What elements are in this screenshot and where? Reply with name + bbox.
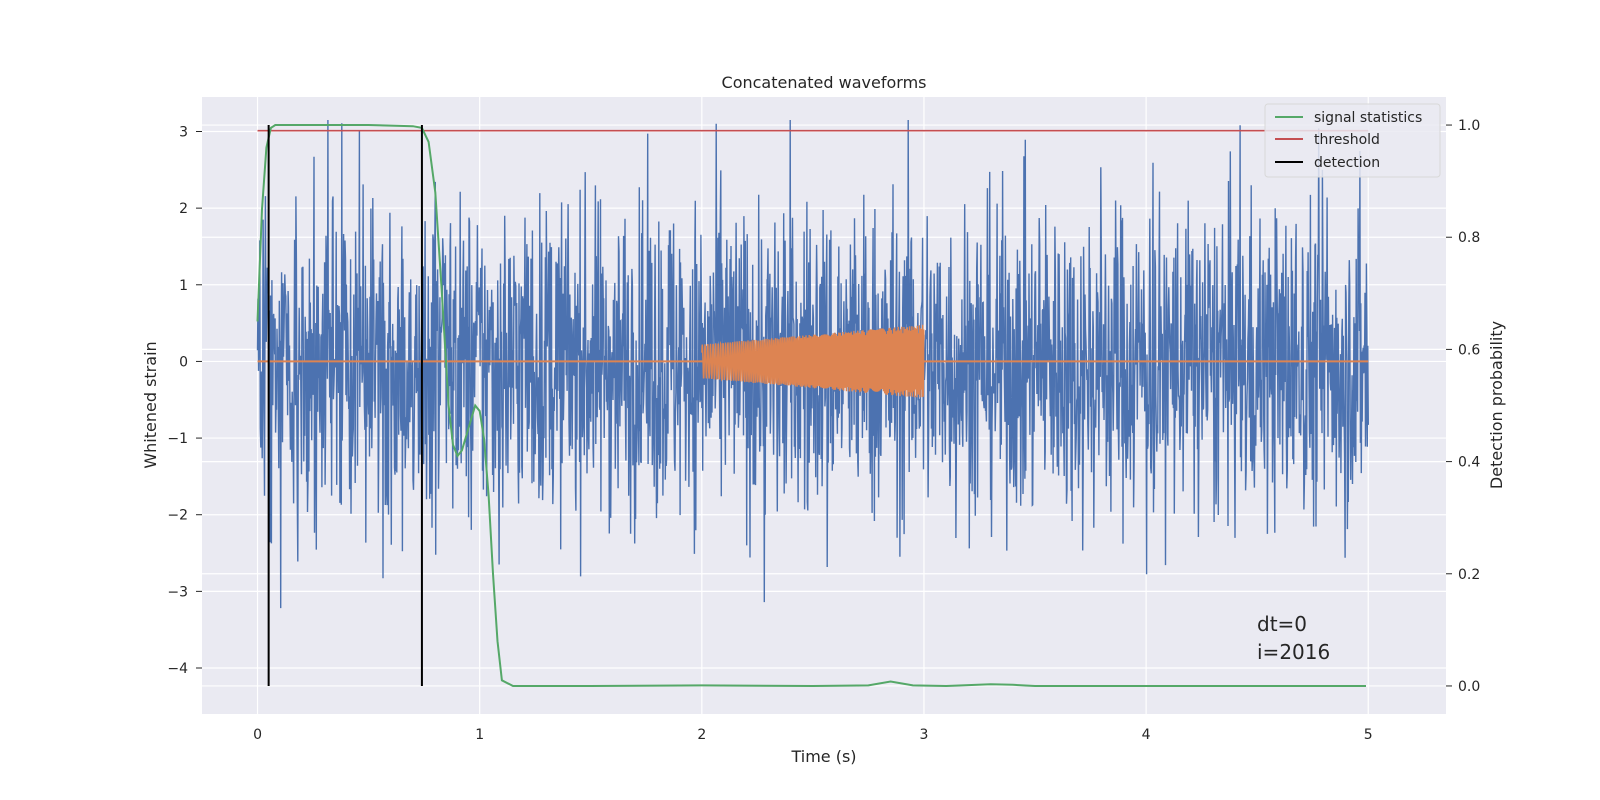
x-axis-title: Time (s)	[790, 747, 856, 766]
x-tick-label: 0	[253, 727, 262, 743]
strain-waveform-line	[256, 119, 1370, 609]
series-layer	[256, 119, 1370, 688]
y-tick-label: 3	[179, 124, 188, 140]
y-tick-label: −3	[167, 584, 188, 600]
legend-label-signal-statistics: signal statistics	[1314, 110, 1422, 126]
y-right-tick-label: 1.0	[1458, 118, 1480, 134]
y-right-tick-label: 0.0	[1458, 679, 1480, 695]
injected-chirp-line	[701, 324, 925, 398]
y-tick-label: −1	[167, 431, 188, 447]
y-axis-ticks: 3 2 1 0 −1 −2 −3 −4	[167, 124, 202, 677]
legend-box	[1264, 103, 1441, 178]
chart-title: Concatenated waveforms	[722, 73, 927, 92]
y-right-tick-label: 0.8	[1458, 230, 1480, 246]
y-right-tick-label: 0.4	[1458, 455, 1480, 471]
x-tick-label: 1	[475, 727, 484, 743]
signal-statistics-line	[256, 124, 1366, 688]
y-tick-label: 2	[179, 201, 188, 217]
y-axis-title: Whitened strain	[141, 341, 160, 468]
y-right-tick-label: 0.6	[1458, 342, 1480, 358]
y-tick-label: −4	[167, 661, 188, 677]
x-tick-label: 5	[1364, 727, 1373, 743]
x-tick-label: 3	[920, 727, 929, 743]
x-axis-ticks: 0 1 2 3 4 5	[253, 727, 1373, 743]
annotation-index: i=2016	[1257, 640, 1330, 664]
y-right-tick-label: 0.2	[1458, 567, 1480, 583]
x-tick-label: 4	[1142, 727, 1151, 743]
y-right-axis-ticks: 1.0 0.8 0.6 0.4 0.2 0.0	[1446, 118, 1480, 695]
annotation-dt: dt=0	[1257, 612, 1307, 636]
x-tick-label: 2	[697, 727, 706, 743]
y-tick-label: 1	[179, 278, 188, 294]
legend-label-threshold: threshold	[1314, 132, 1380, 148]
legend-label-detection: detection	[1314, 155, 1380, 171]
y-tick-label: −2	[167, 508, 188, 524]
legend: signal statistics threshold detection	[1264, 103, 1441, 178]
y-tick-label: 0	[179, 354, 188, 370]
y-right-axis-title: Detection probability	[1487, 321, 1506, 489]
